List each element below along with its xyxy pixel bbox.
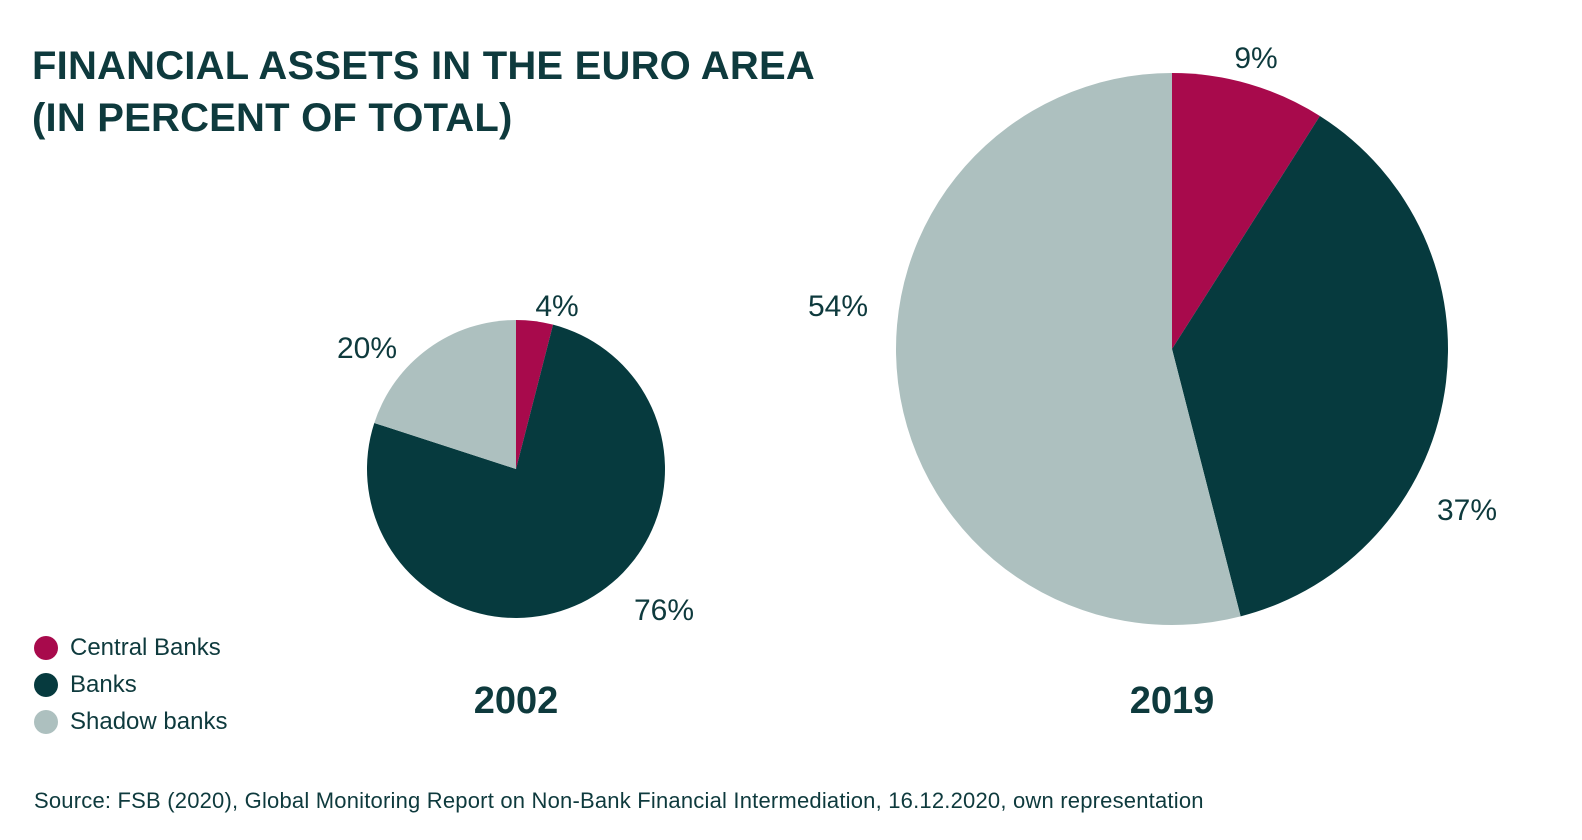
data-label-2019-central-banks: 9% (1234, 42, 1277, 75)
legend: Central Banks Banks Shadow banks (34, 629, 227, 740)
pie-slice-2002-banks (366, 324, 665, 619)
legend-item-banks: Banks (34, 666, 227, 703)
pie-slice-2002-shadow-banks (374, 320, 516, 469)
pie-charts: 4% 76% 20% 2002 9% 37% 54% 2019 (337, 42, 1497, 722)
legend-swatch-central-banks (34, 635, 58, 660)
pie-slice-2019-banks (1172, 115, 1448, 617)
title-line-1: FINANCIAL ASSETS IN THE EURO AREA (32, 44, 815, 88)
year-label-2002: 2002 (474, 680, 559, 722)
legend-swatch-shadow-banks (34, 709, 58, 734)
legend-item-central-banks: Central Banks (34, 629, 227, 666)
source-note: Source: FSB (2020), Global Monitoring Re… (34, 788, 1204, 813)
data-label-2019-banks: 37% (1437, 494, 1497, 527)
legend-swatch-banks (34, 672, 58, 697)
data-label-2019-shadow-banks: 54% (808, 290, 868, 323)
data-label-2002-central-banks: 4% (535, 290, 578, 323)
title-line-2: (IN PERCENT OF TOTAL) (32, 96, 513, 140)
year-label-2019: 2019 (1130, 680, 1215, 722)
legend-item-shadow-banks: Shadow banks (34, 703, 227, 740)
chart-title: FINANCIAL ASSETS IN THE EURO AREA (IN PE… (32, 40, 815, 144)
data-label-2002-shadow-banks: 20% (337, 332, 397, 365)
legend-label: Banks (70, 670, 137, 698)
legend-label: Shadow banks (70, 707, 228, 735)
legend-label: Central Banks (70, 633, 221, 661)
pie-slice-2019-central-banks (1172, 73, 1320, 349)
data-label-2002-banks: 76% (634, 594, 694, 627)
pie-slice-2002-central-banks (516, 320, 554, 469)
pie-slice-2019-shadow-banks (896, 73, 1241, 625)
